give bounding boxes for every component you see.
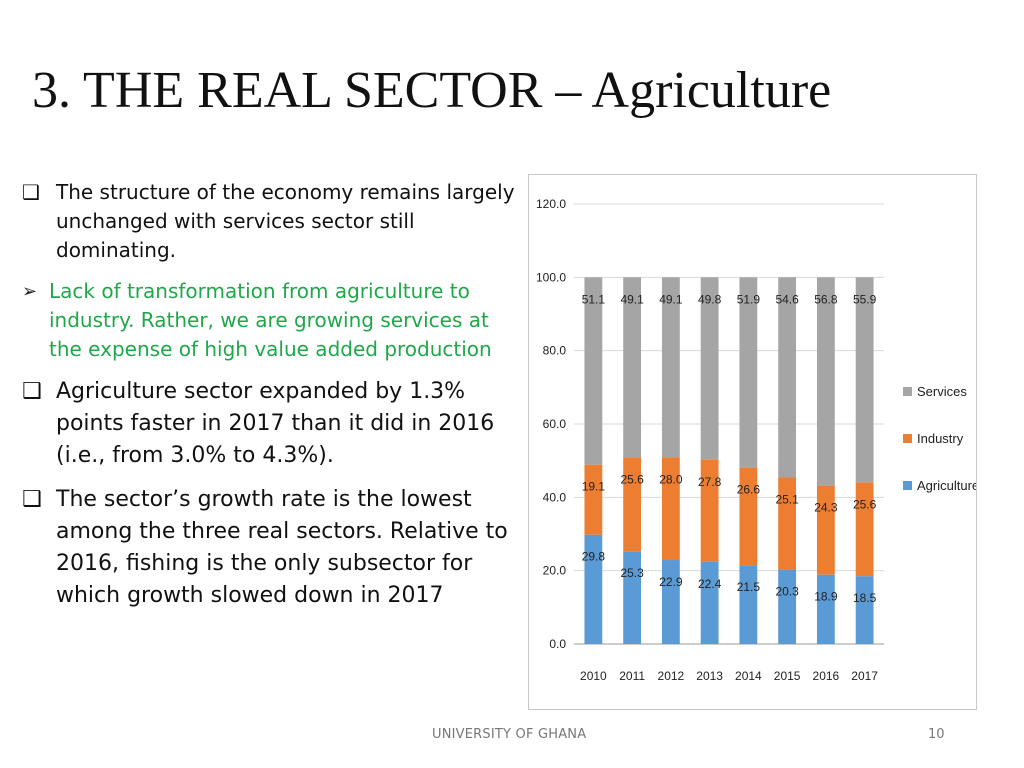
bar-segment-agriculture: [816, 574, 835, 644]
checkbox-bullet-icon: ❑: [22, 487, 42, 512]
bar-segment-industry: [661, 457, 680, 561]
bar-segment-agriculture: [623, 551, 642, 644]
bar-segment-agriculture: [778, 569, 797, 644]
data-label: 28.0: [659, 472, 683, 486]
y-tick-label: 0.0: [549, 637, 566, 651]
x-tick-label: 2014: [735, 669, 762, 683]
bullet-growth-rate: ❑ The sector’s growth rate is the lowest…: [20, 484, 515, 612]
data-label: 25.6: [853, 497, 877, 511]
data-label: 25.1: [775, 493, 799, 507]
bullet-agriculture-expansion: ❑ Agriculture sector expanded by 1.3% po…: [20, 376, 515, 472]
sector-share-chart: 0.0 20.0 40.0 60.0 80.0 100.0 120.0 29.8 19.1 51.…: [528, 174, 977, 710]
x-tick-label: 2013: [696, 669, 723, 683]
legend-swatch-agriculture: [903, 481, 912, 490]
bar-segment-services: [661, 277, 680, 458]
data-label: 51.9: [737, 292, 761, 306]
bar-segment-services: [778, 277, 797, 478]
footer-university: UNIVERSITY OF GHANA: [432, 727, 587, 742]
bar-segment-industry: [700, 459, 719, 562]
x-tick-label: 2017: [851, 669, 878, 683]
bullet-economy-structure: ❑ The structure of the economy remains l…: [20, 178, 515, 265]
x-tick-label: 2011: [619, 669, 645, 683]
x-tick-label: 2016: [813, 669, 840, 683]
data-label: 18.9: [814, 590, 838, 604]
bar-segment-industry: [816, 485, 835, 575]
bullet-text: The sector’s growth rate is the lowest a…: [56, 487, 508, 608]
bar-segment-services: [739, 277, 758, 468]
y-tick-label: 40.0: [543, 490, 567, 504]
data-label: 49.8: [698, 292, 722, 306]
data-label: 19.1: [582, 480, 606, 494]
legend-label: Industry: [917, 431, 964, 446]
data-label: 24.3: [814, 501, 838, 515]
bullet-list: ❑ The structure of the economy remains l…: [20, 178, 515, 624]
x-tick-label: 2015: [774, 669, 801, 683]
legend-swatch-industry: [903, 434, 912, 443]
bar-segment-services: [584, 277, 603, 465]
x-tick-label: 2012: [658, 669, 685, 683]
bar-segment-industry: [739, 467, 758, 566]
checkbox-bullet-icon: ❑: [22, 180, 40, 204]
data-label: 49.1: [659, 292, 683, 306]
bar-segment-services: [623, 277, 642, 458]
bullet-transformation: ➢ Lack of transformation from agricultur…: [20, 277, 515, 364]
bar-segment-agriculture: [661, 560, 680, 644]
x-tick-label: 2010: [580, 669, 607, 683]
stacked-bar-chart: 0.0 20.0 40.0 60.0 80.0 100.0 120.0 29.8 19.1 51.…: [536, 197, 976, 683]
page-number: 10: [928, 727, 945, 742]
data-label: 18.5: [853, 591, 877, 605]
data-label: 51.1: [582, 292, 606, 306]
data-label: 22.9: [659, 575, 683, 589]
bar-segment-agriculture: [584, 534, 603, 644]
bullet-text: The structure of the economy remains lar…: [56, 180, 515, 262]
data-label: 22.4: [698, 577, 722, 591]
bar-segment-industry: [623, 457, 642, 552]
legend-label: Agriculture: [917, 478, 976, 493]
data-label: 21.5: [737, 580, 761, 594]
data-label: 55.9: [853, 292, 877, 306]
slide-title: 3. THE REAL SECTOR – Agriculture: [32, 62, 832, 119]
data-label: 54.6: [775, 292, 799, 306]
data-label: 56.8: [814, 292, 838, 306]
bar-segment-agriculture: [739, 565, 758, 644]
legend-swatch-services: [903, 387, 912, 396]
data-label: 26.6: [737, 483, 761, 497]
bar-segment-agriculture: [855, 576, 874, 644]
bar-segment-agriculture: [700, 561, 719, 644]
bullet-text: Lack of transformation from agriculture …: [49, 279, 492, 361]
bar-segment-services: [855, 277, 874, 483]
bar-segment-industry: [855, 482, 874, 577]
checkbox-bullet-icon: ❑: [22, 379, 42, 404]
data-label: 27.8: [698, 475, 722, 489]
arrow-bullet-icon: ➢: [22, 281, 38, 302]
y-tick-label: 120.0: [536, 197, 566, 211]
data-label: 29.8: [582, 550, 606, 564]
bar-segment-services: [700, 277, 719, 460]
data-label: 25.3: [620, 566, 644, 580]
data-label: 49.1: [620, 292, 644, 306]
bullet-text: Agriculture sector expanded by 1.3% poin…: [56, 379, 495, 468]
y-tick-label: 80.0: [543, 344, 567, 358]
data-label: 25.6: [620, 472, 644, 486]
y-tick-label: 20.0: [543, 564, 567, 578]
y-tick-label: 60.0: [543, 417, 567, 431]
y-tick-label: 100.0: [536, 270, 566, 284]
legend-label: Services: [917, 384, 967, 399]
bar-segment-services: [816, 277, 835, 486]
data-label: 20.3: [775, 585, 799, 599]
bar-segment-industry: [584, 464, 603, 535]
bar-segment-industry: [778, 477, 797, 570]
